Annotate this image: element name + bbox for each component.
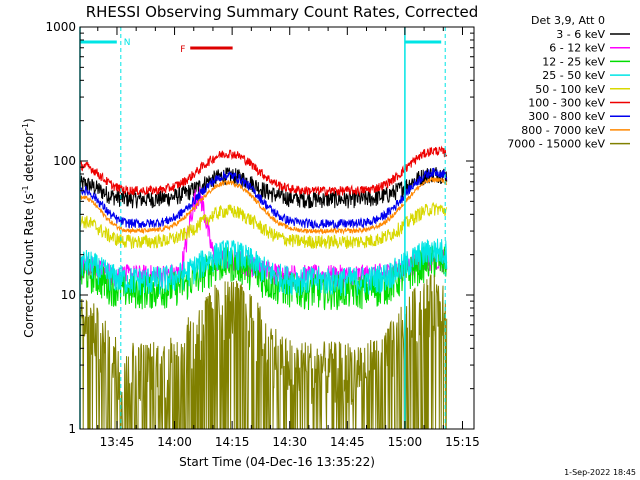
legend-label: 300 - 800 keV xyxy=(528,110,605,123)
legend-header: Det 3,9, Att 0 xyxy=(531,14,605,27)
legend-label: 100 - 300 keV xyxy=(528,97,605,110)
x-tick-label: 14:30 xyxy=(272,435,307,449)
chart-title: RHESSI Observing Summary Count Rates, Co… xyxy=(86,3,479,21)
axes-group: 13:45 14:00 14:15 14:30 14:45 15:00 15:15 1 10 10… xyxy=(45,20,479,449)
series-line-1 xyxy=(79,167,448,209)
x-tick-label: 14:00 xyxy=(157,435,192,449)
legend-label: 3 - 6 keV xyxy=(556,28,605,41)
x-axis-label: Start Time (04-Dec-16 13:35:22) xyxy=(179,455,375,469)
night-label: N xyxy=(124,38,131,48)
series-line-8 xyxy=(79,176,448,236)
footer-timestamp: 1-Sep-2022 18:45 xyxy=(564,468,636,477)
series-line-4 xyxy=(79,238,448,297)
legend-label: 12 - 25 keV xyxy=(542,55,605,68)
legend-label: 25 - 50 keV xyxy=(542,69,605,82)
plot-data-group xyxy=(79,145,448,430)
legend-label: 800 - 7000 keV xyxy=(521,124,605,137)
series-line-7 xyxy=(79,167,448,230)
y-label-sup1: -1 xyxy=(21,185,30,193)
series-line-5 xyxy=(79,202,448,250)
x-tick-label: 14:15 xyxy=(215,435,250,449)
x-tick-label: 14:45 xyxy=(330,435,365,449)
y-label-part2: detector xyxy=(22,131,36,186)
legend-label: 6 - 12 keV xyxy=(549,42,605,55)
x-tick-label: 15:15 xyxy=(445,435,480,449)
y-label-part3: ) xyxy=(22,118,36,123)
y-tick-label: 10 xyxy=(61,288,76,302)
y-tick-label: 1 xyxy=(68,422,76,436)
flare-label: F xyxy=(180,45,185,55)
x-tick-label: 15:00 xyxy=(388,435,423,449)
series-line-6 xyxy=(79,145,448,197)
y-axis-label: Corrected Count Rate (s-1 detector-1) xyxy=(21,118,36,337)
legend-label: 7000 - 15000 keV xyxy=(507,138,605,151)
y-tick-label: 100 xyxy=(53,154,76,168)
y-tick-label: 1000 xyxy=(45,20,76,34)
legend-label: 50 - 100 keV xyxy=(535,83,605,96)
plot-frame xyxy=(79,26,475,430)
y-label-sup2: -1 xyxy=(21,123,30,131)
y-label-part1: Corrected Count Rate (s xyxy=(22,193,36,337)
x-tick-label: 13:45 xyxy=(100,435,135,449)
